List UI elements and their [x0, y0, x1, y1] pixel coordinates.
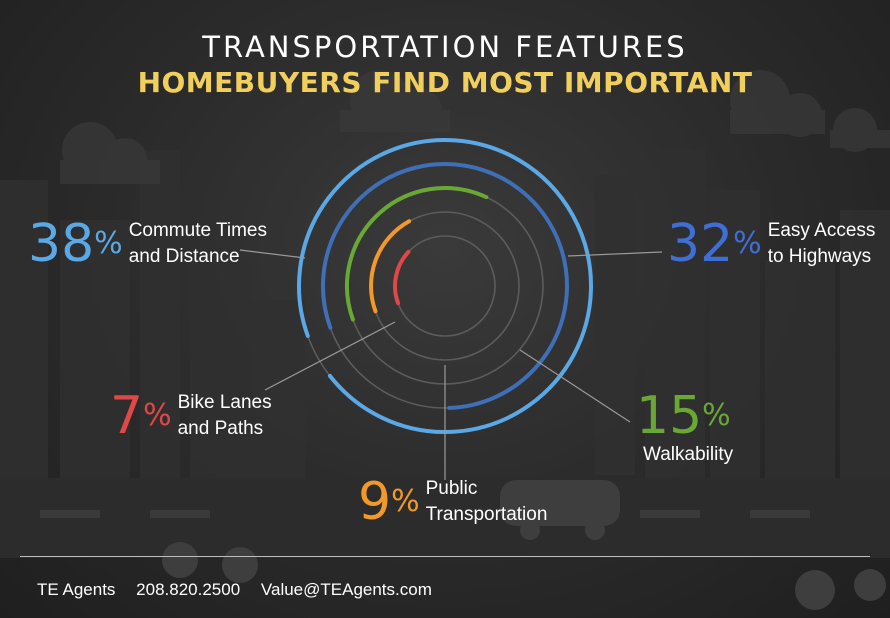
footer-company: TE Agents [37, 580, 116, 599]
percent-highways: 32 [667, 214, 734, 274]
percent-walkability: 15 [636, 386, 703, 446]
percent-commute: 38 [28, 214, 95, 274]
percent-sign-bike: % [143, 398, 172, 433]
percent-sign-highways: % [733, 226, 762, 261]
footer-phone: 208.820.2500 [136, 580, 241, 599]
arc-walkability [345, 186, 489, 322]
arc-highways [321, 162, 569, 410]
label-bike: 7% Bike Lanes and Paths [110, 390, 272, 442]
arc-bike [393, 249, 411, 306]
arc-public_transport [369, 219, 412, 314]
title-line-2: HOMEBUYERS FIND MOST IMPORTANT [137, 66, 753, 99]
label-bike-line2: and Paths [177, 418, 264, 439]
label-bike-line1: Bike Lanes [177, 392, 272, 413]
label-commute-line2: and Distance [128, 246, 240, 267]
leader-line-bike [264, 321, 396, 391]
label-commute: 38% Commute Times and Distance [28, 218, 267, 270]
arc-commute [297, 138, 593, 434]
label-commute-line1: Commute Times [128, 220, 267, 241]
label-public-transport-line1: Public [425, 478, 478, 499]
label-highways-line2: to Highways [767, 246, 872, 267]
leader-line-commute [239, 249, 306, 259]
footer: TE Agents 208.820.2500 Value@TEAgents.co… [37, 580, 448, 600]
label-public-transport-line2: Transportation [425, 504, 548, 525]
leader-line-walkability [519, 349, 631, 423]
leader-line-highways [567, 251, 663, 257]
percent-sign-public-transport: % [391, 484, 420, 519]
percent-bike: 7 [110, 386, 144, 446]
title-line-1: TRANSPORTATION FEATURES [202, 30, 688, 64]
percent-sign-walkability: % [702, 398, 731, 433]
label-public-transport: 9% Public Transportation [358, 476, 547, 528]
label-walkability: 15% Walkability [636, 390, 733, 468]
label-highways: 32% Easy Access to Highways [667, 218, 875, 270]
footer-email: Value@TEAgents.com [260, 580, 432, 599]
label-walkability-line1: Walkability [643, 444, 734, 465]
percent-sign-commute: % [94, 226, 123, 261]
footer-divider [20, 556, 870, 557]
label-highways-line1: Easy Access [767, 220, 876, 241]
percent-public-transport: 9 [358, 472, 392, 532]
